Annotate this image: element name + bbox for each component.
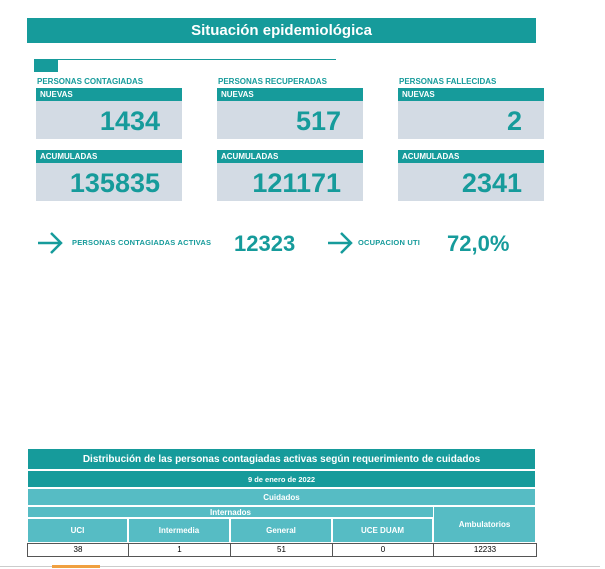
active-label: PERSONAS CONTAGIADAS ACTIVAS — [72, 238, 212, 247]
title-bar: Situación epidemiológica — [27, 18, 536, 43]
column-header: UCI — [27, 518, 128, 543]
new-value: 2 — [398, 101, 544, 139]
footer-accent — [52, 565, 100, 568]
column-header: General — [230, 518, 332, 543]
total-value: 135835 — [36, 163, 182, 201]
table-date: 9 de enero de 2022 — [27, 470, 536, 488]
arrow-icon — [38, 232, 63, 254]
new-value: 517 — [217, 101, 363, 139]
new-header: NUEVAS — [217, 88, 363, 101]
uti-value: 72,0% — [447, 231, 510, 256]
panel-title: PERSONAS FALLECIDAS — [399, 77, 497, 86]
table-cell: 51 — [230, 543, 333, 557]
subgroup-header: Internados — [27, 506, 434, 518]
table-cell: 12233 — [433, 543, 537, 557]
panel-title: PERSONAS CONTAGIADAS — [37, 77, 144, 86]
table-cell: 0 — [332, 543, 434, 557]
active-value: 12323 — [234, 231, 296, 256]
column-header: Intermedia — [128, 518, 230, 543]
column-header: Ambulatorios — [433, 506, 536, 543]
accent-line — [34, 59, 336, 60]
accent-block — [34, 60, 58, 72]
table-cell: 38 — [27, 543, 129, 557]
column-header: UCE DUAM — [332, 518, 433, 543]
total-header: ACUMULADAS — [36, 150, 182, 163]
table-title: Distribución de las personas contagiadas… — [27, 448, 536, 470]
new-header: NUEVAS — [398, 88, 544, 101]
new-header: NUEVAS — [36, 88, 182, 101]
total-value: 121171 — [217, 163, 363, 201]
total-header: ACUMULADAS — [217, 150, 363, 163]
new-value: 1434 — [36, 101, 182, 139]
footer-line — [0, 566, 600, 567]
total-header: ACUMULADAS — [398, 150, 544, 163]
uti-label: OCUPACION UTI — [358, 238, 421, 247]
table-cell: 1 — [128, 543, 231, 557]
group-header: Cuidados — [27, 488, 536, 506]
total-value: 2341 — [398, 163, 544, 201]
panel-title: PERSONAS RECUPERADAS — [218, 77, 327, 86]
arrow-icon — [328, 232, 353, 254]
